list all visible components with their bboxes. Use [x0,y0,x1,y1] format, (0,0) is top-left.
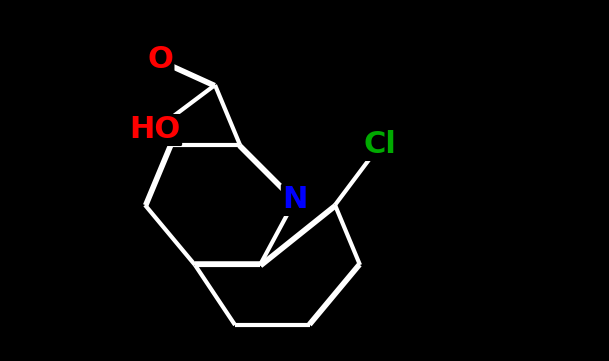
Text: N: N [283,186,308,214]
Text: O: O [147,45,173,74]
Text: HO: HO [129,116,181,144]
Text: Cl: Cl [364,130,396,160]
